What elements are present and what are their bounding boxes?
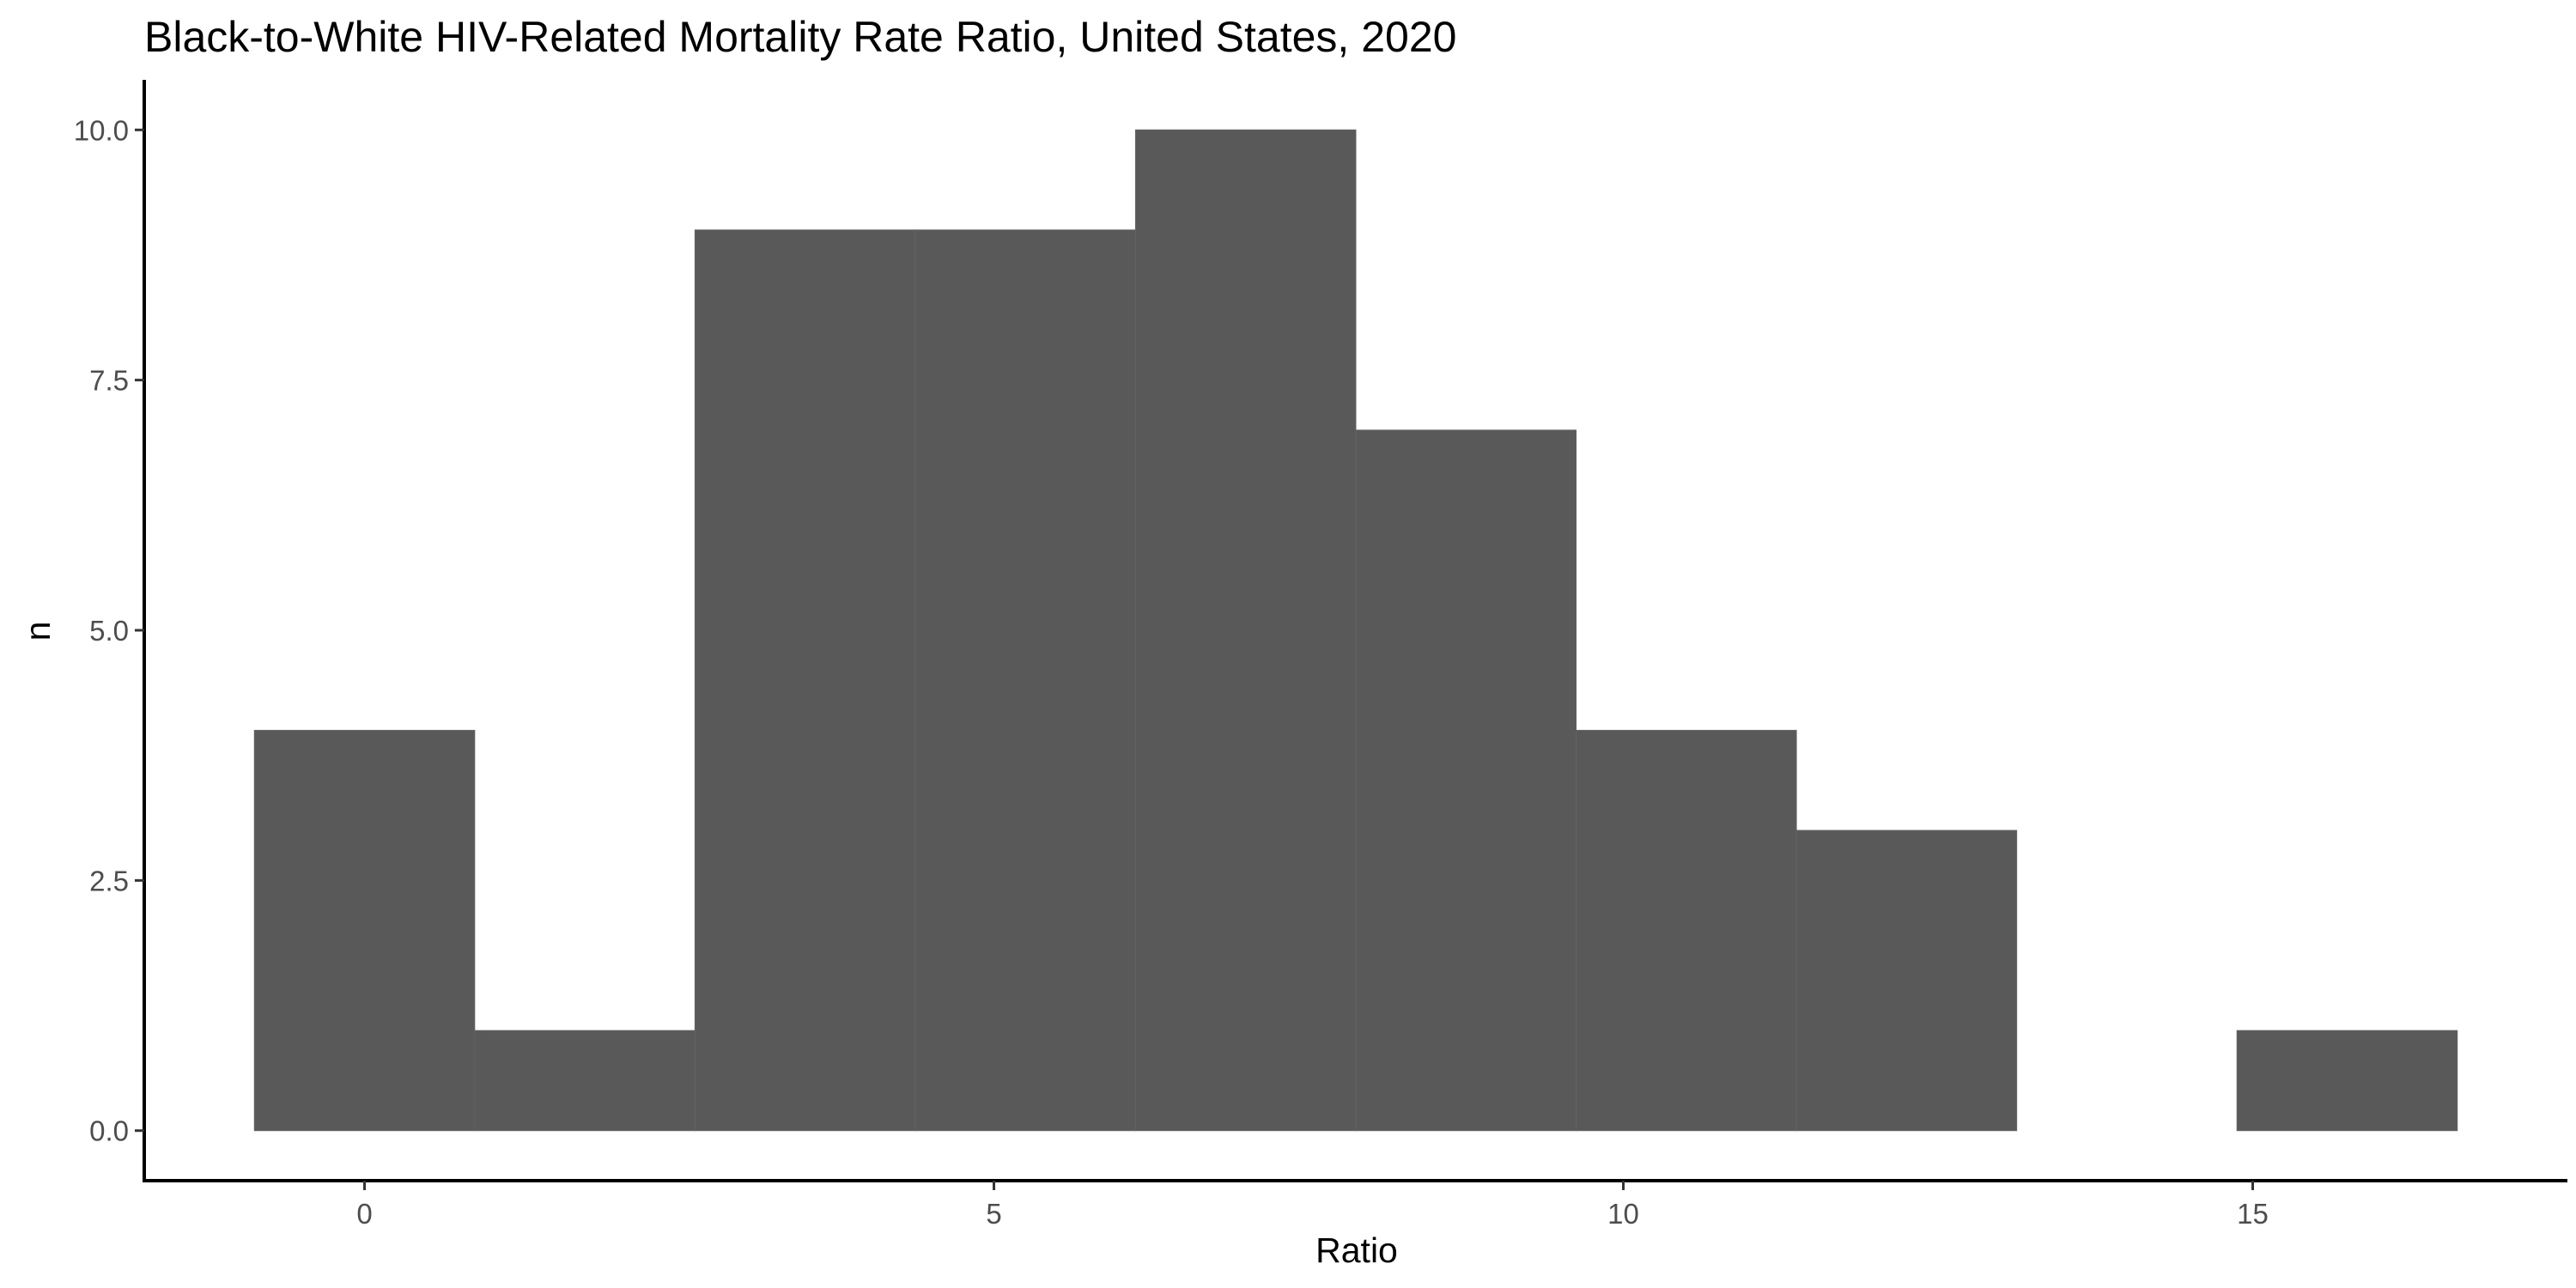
bars-group (253, 129, 2458, 1132)
y-tick-label-1: 2.5 (89, 865, 129, 896)
x-axis-title: Ratio (1315, 1230, 1398, 1270)
histogram-bar-2 (694, 229, 916, 1132)
histogram-bar-7 (1795, 829, 2018, 1132)
y-tick-label-2: 5.0 (89, 615, 129, 647)
histogram-bar-9 (2236, 1030, 2458, 1132)
y-axis: 0.0 2.5 5.0 7.5 10.0 (74, 80, 146, 1182)
y-axis-title: n (18, 622, 58, 641)
x-tick-label-3: 15 (2237, 1198, 2269, 1230)
histogram-bar-5 (1355, 429, 1577, 1132)
histogram-bar-6 (1576, 730, 1797, 1132)
x-tick-label-1: 5 (986, 1198, 1001, 1230)
y-tick-label-4: 10.0 (74, 114, 129, 146)
histogram-bar-3 (914, 229, 1136, 1132)
y-tick-label-3: 7.5 (89, 365, 129, 397)
x-tick-label-2: 10 (1607, 1198, 1639, 1230)
x-axis: 0 5 10 15 (143, 1179, 2567, 1230)
y-tick-label-0: 0.0 (89, 1115, 129, 1147)
x-tick-label-0: 0 (356, 1198, 372, 1230)
chart-title: Black-to-White HIV-Related Mortality Rat… (144, 13, 1456, 61)
histogram-bar-4 (1134, 129, 1357, 1132)
histogram-bar-0 (253, 730, 476, 1132)
histogram-bar-1 (474, 1030, 696, 1132)
